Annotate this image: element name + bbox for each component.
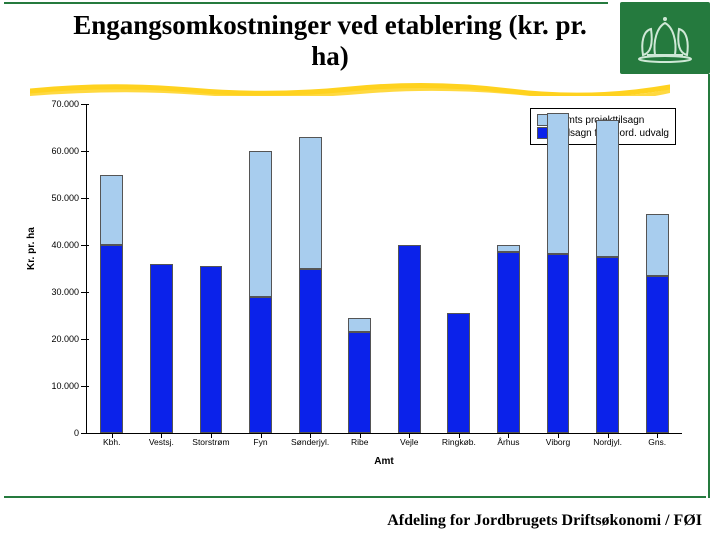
top-border-line xyxy=(4,2,608,4)
y-tick-label: 50.000 xyxy=(51,193,79,203)
crown-icon xyxy=(635,11,695,65)
bar-segment-bottom xyxy=(497,252,520,433)
page-title: Engangsomkostninger ved etablering (kr. … xyxy=(60,10,600,72)
y-tick: 0 xyxy=(81,433,89,434)
bar-segment-bottom xyxy=(447,313,470,433)
x-tick-label: Storstrøm xyxy=(192,437,229,447)
x-tick-label: Fyn xyxy=(253,437,267,447)
y-tick-label: 30.000 xyxy=(51,287,79,297)
bottom-border-line xyxy=(4,496,706,498)
bar-segment-bottom xyxy=(596,257,619,433)
x-tick-label: Viborg xyxy=(546,437,570,447)
y-tick: 40.000 xyxy=(81,245,89,246)
y-tick: 10.000 xyxy=(81,386,89,387)
right-border-line xyxy=(708,74,710,498)
bar-segment-top xyxy=(497,245,520,252)
y-tick: 70.000 xyxy=(81,104,89,105)
bar-segment-top xyxy=(100,175,123,246)
x-axis-label: Amt xyxy=(86,456,682,467)
bar-segment-bottom xyxy=(299,269,322,434)
y-tick-label: 40.000 xyxy=(51,240,79,250)
y-tick-label: 60.000 xyxy=(51,146,79,156)
bar-segment-top xyxy=(299,137,322,269)
x-tick-label: Gns. xyxy=(648,437,666,447)
x-tick-label: Nordjyl. xyxy=(593,437,622,447)
bar-segment-bottom xyxy=(249,297,272,433)
x-tick-label: Ribe xyxy=(351,437,368,447)
bar-chart: Kr. pr. ha Amts projekttilsagn Tilsagn f… xyxy=(28,100,694,476)
x-tick-label: Ringkøb. xyxy=(442,437,476,447)
bar-segment-bottom xyxy=(547,254,570,433)
x-tick-label: Vejle xyxy=(400,437,418,447)
crown-logo xyxy=(620,2,710,74)
x-tick-label: Sønderjyl. xyxy=(291,437,329,447)
bar-segment-bottom xyxy=(646,276,669,433)
bar-segment-bottom xyxy=(100,245,123,433)
y-axis-label: Kr. pr. ha xyxy=(26,227,37,270)
x-tick-label: Århus xyxy=(497,437,519,447)
title-underline xyxy=(30,82,670,96)
footer-text: Afdeling for Jordbrugets Driftsøkonomi /… xyxy=(0,512,720,530)
slide: Engangsomkostninger ved etablering (kr. … xyxy=(0,0,720,540)
bar-segment-top xyxy=(249,151,272,297)
bar-segment-bottom xyxy=(398,245,421,433)
y-tick-label: 10.000 xyxy=(51,381,79,391)
bar-segment-bottom xyxy=(150,264,173,433)
y-tick: 50.000 xyxy=(81,198,89,199)
bar-segment-bottom xyxy=(348,332,371,433)
bar-segment-top xyxy=(646,214,669,275)
x-tick-label: Vestsj. xyxy=(149,437,174,447)
y-tick-label: 20.000 xyxy=(51,334,79,344)
bar-segment-bottom xyxy=(200,266,223,433)
x-tick-label: Kbh. xyxy=(103,437,121,447)
y-tick: 20.000 xyxy=(81,339,89,340)
y-tick-label: 70.000 xyxy=(51,99,79,109)
plot-area: Amts projekttilsagn Tilsagn fra koord. u… xyxy=(86,104,682,434)
bar-segment-top xyxy=(348,318,371,332)
bar-segment-top xyxy=(547,113,570,254)
y-tick-label: 0 xyxy=(74,428,79,438)
y-tick: 60.000 xyxy=(81,151,89,152)
y-tick: 30.000 xyxy=(81,292,89,293)
bar-segment-top xyxy=(596,120,619,256)
